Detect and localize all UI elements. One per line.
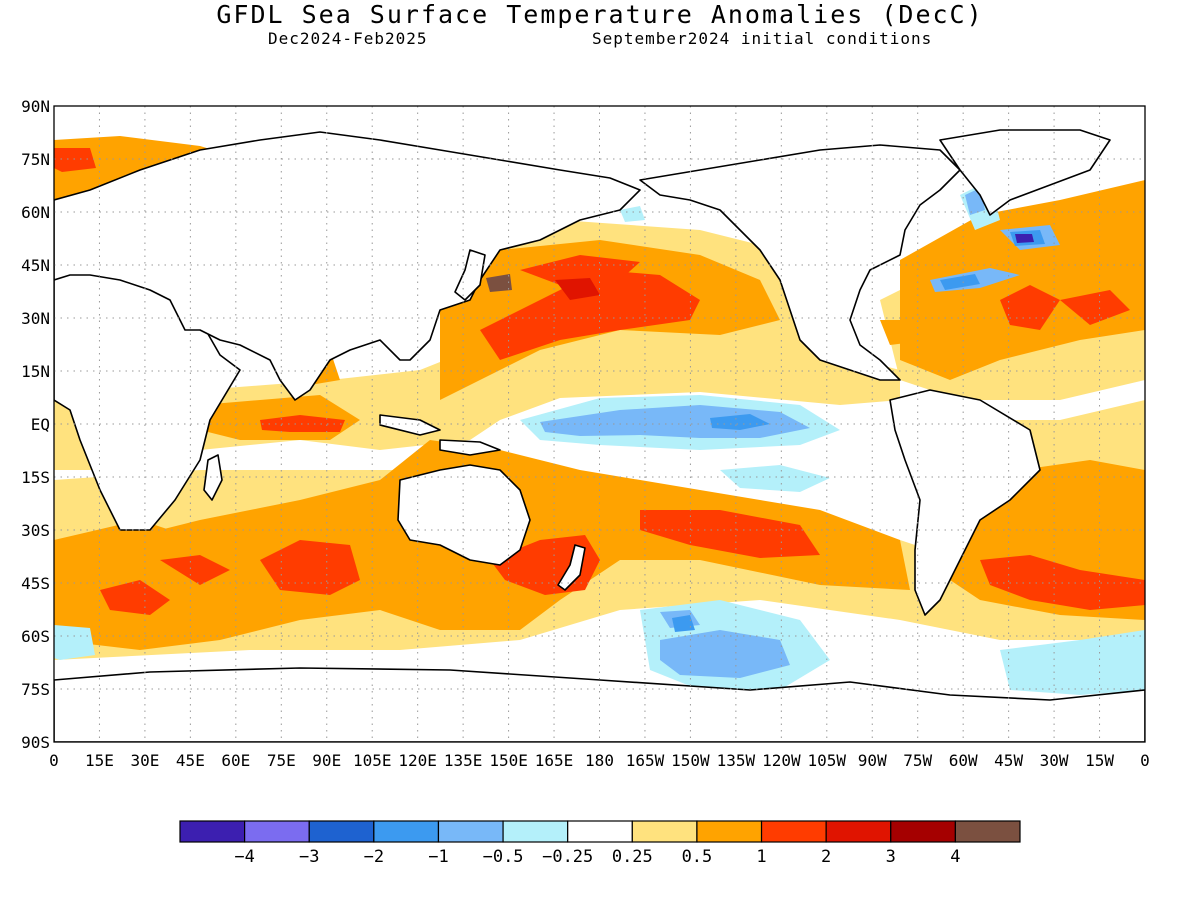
- latitude-axis: 90N 75N 60N 45N 30N 15N EQ 15S 30S 45S 60S 75S 90S: [21, 97, 50, 752]
- lon-tick-label: 120W: [762, 751, 801, 770]
- forecast-period: Dec2024-Feb2025: [268, 29, 428, 48]
- lon-tick-label: 75W: [903, 751, 932, 770]
- colorbar-label: 2: [821, 847, 831, 867]
- lon-tick-label: 165E: [535, 751, 574, 770]
- colorbar-swatch: [437, 820, 504, 843]
- lon-tick-label: 0: [1140, 751, 1150, 770]
- lon-tick-label: 30E: [130, 751, 159, 770]
- lat-tick-label: 45S: [21, 574, 50, 593]
- colorbar-label: 1: [756, 847, 766, 867]
- longitude-axis: 0 15E 30E 45E 60E 75E 90E 105E 120E 135E 150E 165E 1…: [49, 751, 1150, 770]
- lat-tick-label: 15S: [21, 468, 50, 487]
- lon-tick-label: 90W: [858, 751, 887, 770]
- lat-tick-label: 15N: [21, 362, 50, 381]
- colorbar-swatch: [567, 820, 633, 843]
- colorbar-swatch: [631, 820, 698, 843]
- lon-tick-label: 135E: [444, 751, 483, 770]
- colorbar-swatch: [760, 820, 827, 843]
- colorbar-swatch: [825, 820, 892, 843]
- lon-tick-label: 150W: [671, 751, 710, 770]
- lon-tick-label: 165W: [626, 751, 665, 770]
- lat-tick-label: 75N: [21, 150, 50, 169]
- lat-tick-label: EQ: [31, 415, 50, 434]
- colorbar-label: −1: [428, 847, 448, 867]
- lon-tick-label: 15W: [1085, 751, 1114, 770]
- lon-tick-label: 45W: [994, 751, 1023, 770]
- colorbar-swatch: [890, 820, 956, 843]
- colorbar-swatch: [502, 820, 569, 843]
- colorbar-label: −2: [364, 847, 384, 867]
- lon-tick-label: 30W: [1040, 751, 1069, 770]
- colorbar-label: −0.25: [542, 847, 593, 867]
- colorbar-swatch: [954, 820, 1021, 843]
- colorbar-swatch: [308, 820, 375, 843]
- lat-tick-label: 60N: [21, 203, 50, 222]
- lat-tick-label: 45N: [21, 256, 50, 275]
- lon-tick-label: 60E: [221, 751, 250, 770]
- colorbar-label: −4: [234, 847, 254, 867]
- colorbar-label: −0.5: [483, 847, 524, 867]
- colorbar-swatch: [696, 820, 763, 843]
- colorbar-swatch: [244, 820, 310, 843]
- sst-anomaly-field: [54, 106, 1145, 742]
- map-title: GFDL Sea Surface Temperature Anomalies (…: [216, 0, 984, 29]
- lon-tick-label: 45E: [176, 751, 205, 770]
- lat-tick-label: 60S: [21, 627, 50, 646]
- lon-tick-label: 15E: [85, 751, 114, 770]
- map-frame: [53, 105, 1146, 743]
- lon-tick-label: 150E: [489, 751, 528, 770]
- lon-tick-label: 0: [49, 751, 59, 770]
- colorbar-swatch: [373, 820, 440, 843]
- lat-tick-label: 90S: [21, 733, 50, 752]
- lat-tick-label: 30S: [21, 521, 50, 540]
- lon-tick-label: 60W: [949, 751, 978, 770]
- colorbar-label: −3: [299, 847, 319, 867]
- colorbar: −4 −3 −2 −1 −0.5 −0.25 0.25 0.5 1 2 3 4: [179, 820, 1021, 867]
- colorbar-label: 4: [950, 847, 960, 867]
- colorbar-label: 0.5: [682, 847, 713, 867]
- lon-tick-label: 180: [585, 751, 614, 770]
- colorbar-label: 0.25: [612, 847, 653, 867]
- initial-conditions: September2024 initial conditions: [592, 29, 933, 48]
- lon-tick-label: 75E: [267, 751, 296, 770]
- lat-tick-label: 90N: [21, 97, 50, 116]
- lon-tick-label: 105W: [808, 751, 847, 770]
- lat-tick-label: 75S: [21, 680, 50, 699]
- colorbar-swatch: [179, 820, 246, 843]
- lat-tick-label: 30N: [21, 309, 50, 328]
- lon-tick-label: 105E: [353, 751, 392, 770]
- lon-tick-label: 90E: [312, 751, 341, 770]
- lon-tick-label: 120E: [398, 751, 437, 770]
- colorbar-label: 3: [886, 847, 896, 867]
- lon-tick-label: 135W: [717, 751, 756, 770]
